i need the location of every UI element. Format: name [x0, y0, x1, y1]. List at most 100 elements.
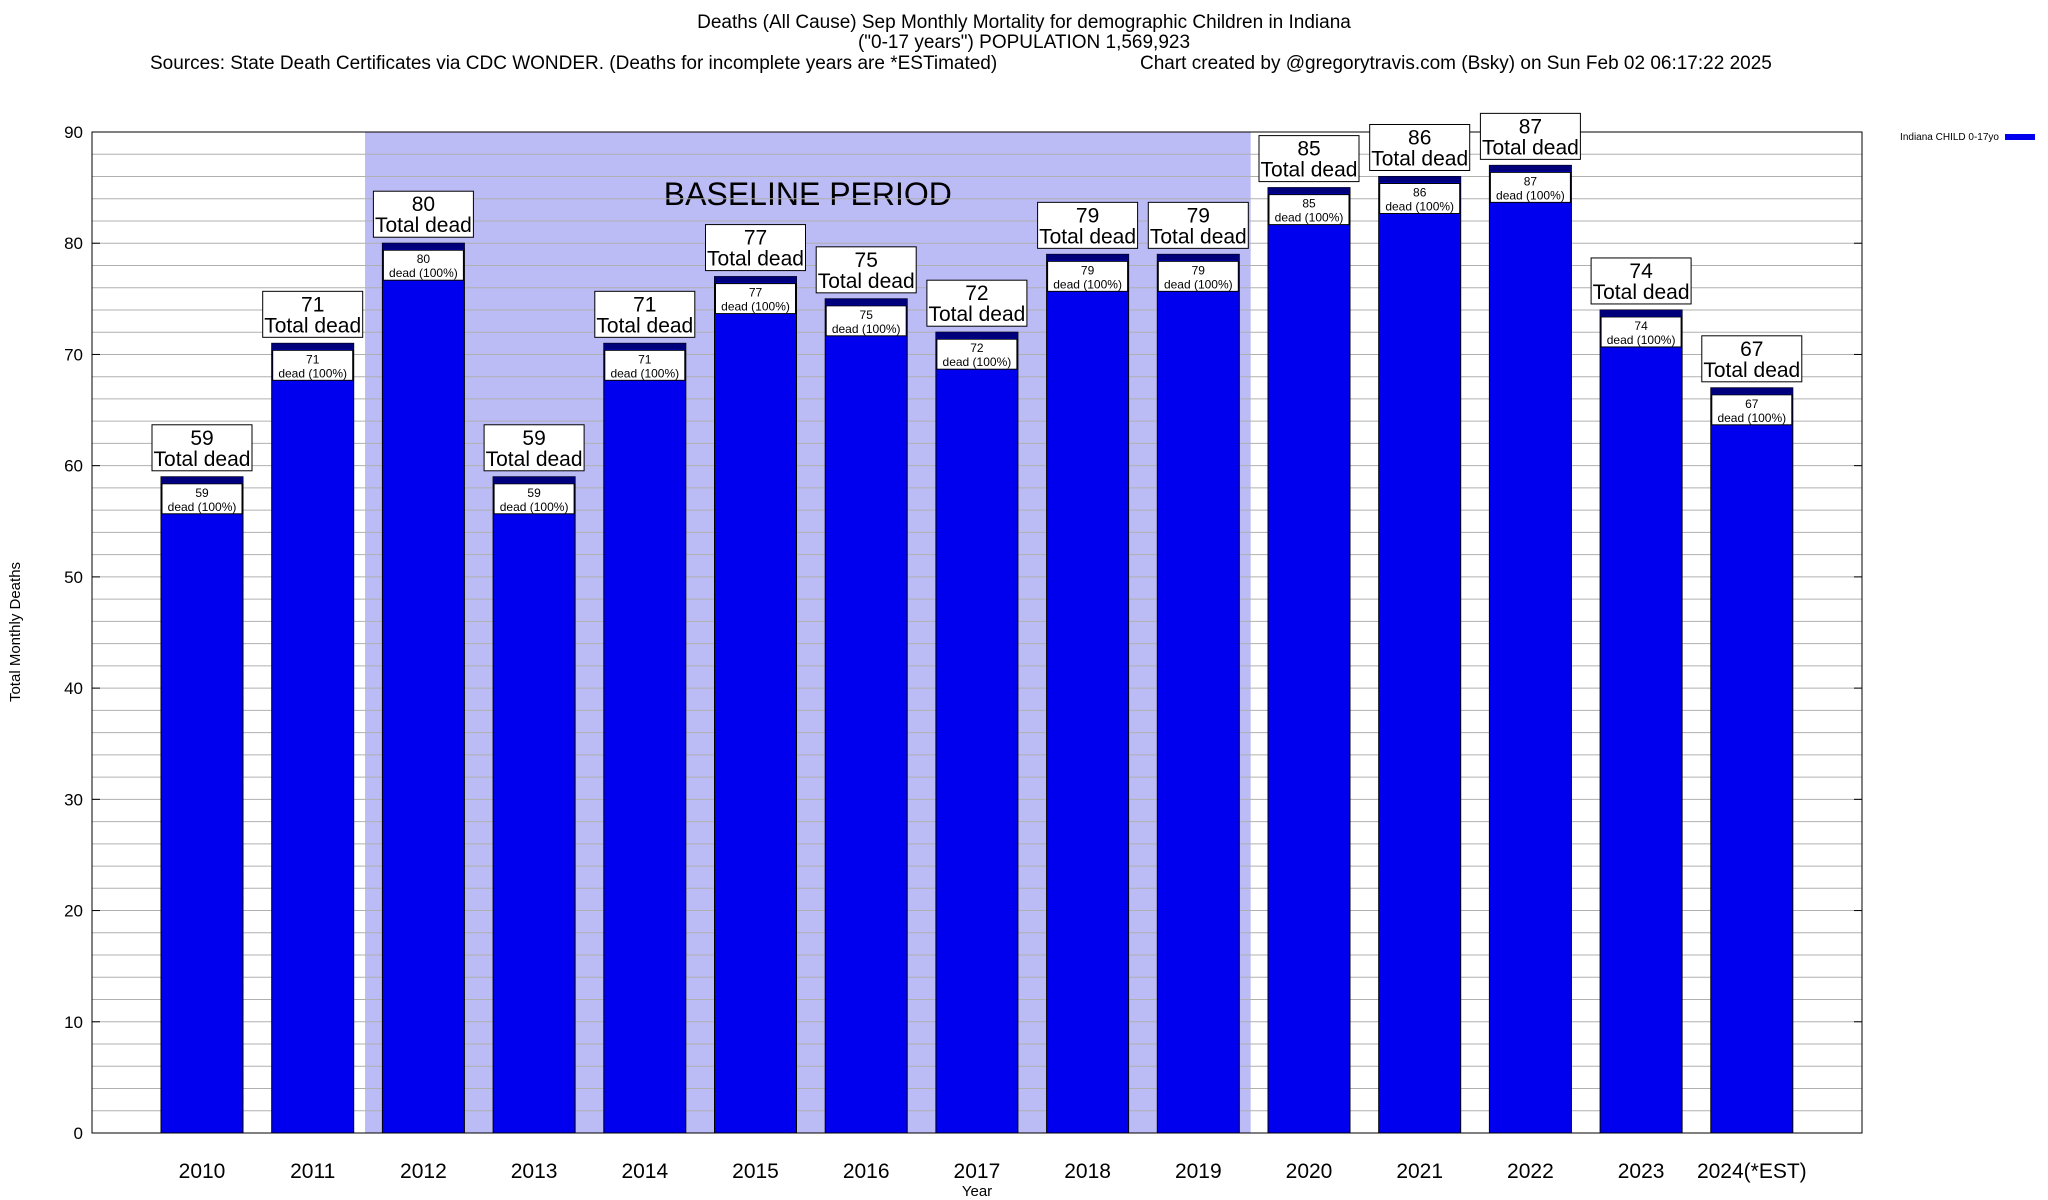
x-tick-label: 2015	[732, 1160, 779, 1183]
bar-cap-2018	[1046, 254, 1129, 261]
bar-cap-2012	[382, 243, 465, 250]
inner-label-text: dead (100%)	[721, 300, 790, 314]
x-tick-label: 2019	[1175, 1160, 1222, 1183]
bar-cap-2020	[1268, 187, 1350, 194]
total-label-text: Total dead	[486, 448, 583, 471]
total-label-text: Total dead	[375, 214, 472, 237]
bar-cap-2013	[493, 476, 576, 483]
total-label-box	[1037, 201, 1139, 249]
total-label-value: 79	[1187, 204, 1210, 227]
total-label-value: 72	[965, 282, 988, 305]
total-label-value: 80	[412, 193, 435, 216]
total-label-text: Total dead	[1703, 359, 1800, 382]
bar-2023	[1599, 309, 1683, 1134]
bar-cap-2024(*EST)	[1710, 387, 1793, 394]
bar-2019	[1156, 253, 1240, 1134]
total-label-text: Total dead	[1482, 136, 1579, 159]
total-label-text: Total dead	[818, 270, 915, 293]
inner-label-box	[493, 483, 575, 515]
total-label-value: 67	[1740, 338, 1763, 361]
chart-subtitle: ("0-17 years") POPULATION 1,569,923	[857, 32, 1191, 53]
total-label-text: Total dead	[707, 248, 804, 271]
legend: Indiana CHILD 0-17yo	[1900, 132, 2035, 143]
x-tick-label: 2012	[400, 1160, 447, 1183]
total-label-value: 87	[1519, 115, 1542, 138]
inner-label-value: 87	[1524, 174, 1538, 188]
total-label-box	[1147, 201, 1249, 249]
inner-label-box	[161, 483, 243, 515]
inner-label-value: 79	[1081, 263, 1095, 277]
total-label-box	[815, 246, 917, 294]
bar-2010	[160, 476, 244, 1134]
x-tick-label: 2024(*EST)	[1697, 1160, 1807, 1183]
plot-frame	[91, 131, 1863, 1134]
y-tick-label: 90	[64, 123, 83, 142]
x-tick-label: 2013	[511, 1160, 558, 1183]
total-label-box	[483, 424, 585, 472]
bar-cap-2016	[825, 298, 908, 305]
y-tick-label: 10	[64, 1013, 83, 1032]
inner-label-text: dead (100%)	[1607, 333, 1676, 347]
inner-label-value: 71	[638, 352, 652, 366]
bar-2022	[1488, 164, 1572, 1134]
bar-2024(*EST)	[1710, 387, 1794, 1134]
inner-label-value: 67	[1745, 397, 1759, 411]
inner-label-text: dead (100%)	[1385, 199, 1454, 213]
x-axis-title: Year	[962, 1183, 992, 1200]
total-label-box	[1701, 335, 1803, 383]
inner-label-text: dead (100%)	[943, 355, 1012, 369]
inner-label-text: dead (100%)	[500, 500, 569, 514]
legend-swatch	[2005, 134, 2035, 140]
bar-cap-2015	[714, 276, 797, 283]
axes: 0 10 20 30 40 50 60 70 80 90 2010 2011 2012 2013 2014 2…	[7, 123, 1862, 1200]
total-label-value: 86	[1408, 126, 1431, 149]
bar-2017	[935, 331, 1019, 1134]
chart-title: Deaths (All Cause) Sep Monthly Mortality…	[697, 12, 1351, 33]
inner-label-box	[272, 349, 354, 381]
bar-cap-2022	[1489, 165, 1572, 172]
total-label-box	[1479, 112, 1581, 160]
inner-label-box	[715, 283, 796, 315]
inner-label-box	[1157, 260, 1239, 292]
inner-label-value: 85	[1302, 197, 1316, 211]
inner-label-box	[1600, 316, 1682, 348]
inner-label-text: dead (100%)	[1053, 277, 1122, 291]
plot-border	[91, 131, 1863, 1134]
inner-label-box	[1711, 394, 1793, 426]
total-label-text: Total dead	[1261, 159, 1358, 182]
inner-label-text: dead (100%)	[1496, 188, 1565, 202]
y-axis-title: Total Monthly Deaths	[7, 562, 24, 702]
bar-2016	[824, 298, 908, 1134]
total-label-text: Total dead	[1371, 147, 1468, 170]
inner-label-value: 59	[195, 486, 209, 500]
y-tick-label: 0	[74, 1124, 83, 1143]
bar-2015	[714, 276, 797, 1134]
bar-2021	[1378, 175, 1462, 1134]
inner-label-box	[1489, 171, 1571, 203]
inner-label-value: 77	[749, 286, 763, 300]
total-label-text: Total dead	[1150, 225, 1247, 248]
x-tick-label: 2022	[1507, 1160, 1554, 1183]
inner-label-text: dead (100%)	[278, 366, 347, 380]
inner-label-value: 71	[306, 352, 320, 366]
y-tick-label: 60	[64, 457, 83, 476]
y-tick-label: 40	[64, 679, 83, 698]
inner-label-box	[1047, 260, 1129, 292]
total-label-value: 74	[1629, 260, 1653, 283]
total-label-value: 71	[633, 293, 656, 316]
bar-cap-2010	[161, 476, 243, 483]
total-label-value: 59	[522, 427, 545, 450]
x-tick-label: 2017	[954, 1160, 1001, 1183]
bar-cap-2019	[1157, 254, 1240, 261]
inner-label-value: 59	[527, 486, 541, 500]
total-label-box	[1258, 135, 1360, 183]
total-label-text: Total dead	[1593, 281, 1690, 304]
total-label-value: 71	[301, 293, 324, 316]
chart-sources: Sources: State Death Certificates via CD…	[150, 53, 998, 74]
x-tick-label: 2011	[290, 1160, 335, 1183]
bar-cap-2014	[603, 343, 686, 350]
bars	[160, 164, 1794, 1134]
bar-cap-2023	[1600, 309, 1683, 316]
